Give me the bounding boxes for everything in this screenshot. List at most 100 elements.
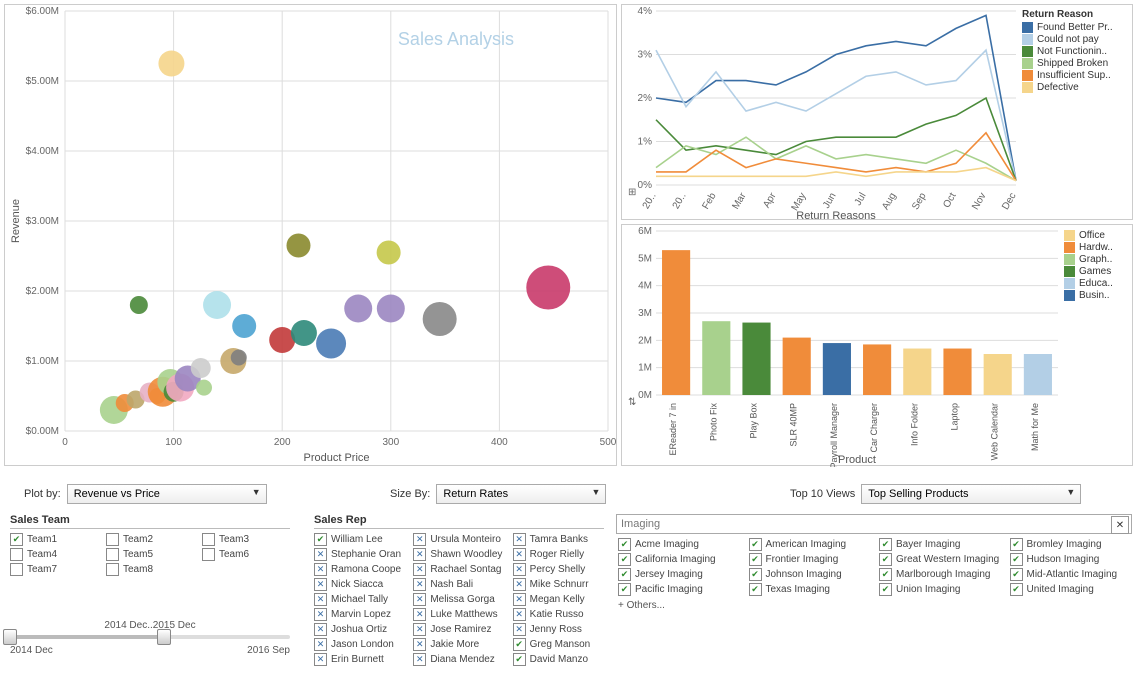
- rep-checkbox[interactable]: ✕Rachael Sontag: [413, 563, 504, 576]
- svg-text:0M: 0M: [638, 390, 652, 401]
- rep-checkbox[interactable]: ✕Stephanie Oran: [314, 548, 405, 561]
- svg-text:Car Charger: Car Charger: [869, 403, 879, 453]
- svg-text:⊞: ⊞: [628, 187, 636, 198]
- svg-text:EReader 7 in: EReader 7 in: [668, 403, 678, 456]
- legend-item[interactable]: Hardw..: [1064, 242, 1128, 253]
- top10-select[interactable]: Top Selling Products: [861, 484, 1081, 504]
- imaging-checkbox[interactable]: ✔United Imaging: [1010, 583, 1133, 596]
- size-by-select[interactable]: Return Rates: [436, 484, 606, 504]
- imaging-checkbox[interactable]: ✔Bayer Imaging: [879, 538, 1002, 551]
- svg-text:Play Box: Play Box: [749, 403, 759, 439]
- imaging-checkbox[interactable]: ✔Marlborough Imaging: [879, 568, 1002, 581]
- rep-checkbox[interactable]: ✕Tamra Banks: [513, 533, 604, 546]
- svg-text:Product Price: Product Price: [303, 452, 369, 464]
- legend-item[interactable]: Found Better Pr..: [1022, 22, 1128, 33]
- team-checkbox[interactable]: Team3: [202, 533, 290, 546]
- legend-item[interactable]: Games: [1064, 266, 1128, 277]
- plot-by-select[interactable]: Revenue vs Price: [67, 484, 267, 504]
- returns-line-chart: 0%1%2%3%4%20..20..FebMarAprMayJunJulAugS…: [622, 5, 1020, 221]
- svg-text:400: 400: [491, 437, 508, 448]
- legend-item[interactable]: Not Functionin..: [1022, 46, 1128, 57]
- imaging-checkbox[interactable]: ✔American Imaging: [749, 538, 872, 551]
- svg-text:Sep: Sep: [910, 191, 929, 212]
- rep-checkbox[interactable]: ✕Luke Matthews: [413, 608, 504, 621]
- rep-checkbox[interactable]: ✔David Manzo: [513, 653, 604, 666]
- legend-item[interactable]: Office: [1064, 230, 1128, 241]
- rep-checkbox[interactable]: ✕Michael Tally: [314, 593, 405, 606]
- imaging-checkbox[interactable]: ✔Frontier Imaging: [749, 553, 872, 566]
- svg-text:Apr: Apr: [761, 190, 779, 210]
- team-checkbox[interactable]: Team6: [202, 548, 290, 561]
- rep-checkbox[interactable]: ✕Percy Shelly: [513, 563, 604, 576]
- rep-checkbox[interactable]: ✕Diana Mendez: [413, 653, 504, 666]
- rep-checkbox[interactable]: ✕Jason London: [314, 638, 405, 651]
- imaging-checkbox[interactable]: ✔Mid-Atlantic Imaging: [1010, 568, 1133, 581]
- team-checkbox[interactable]: Team5: [106, 548, 194, 561]
- svg-text:Info Folder: Info Folder: [909, 403, 919, 446]
- legend-item[interactable]: Shipped Broken: [1022, 58, 1128, 69]
- imaging-checkbox[interactable]: ✔Bromley Imaging: [1010, 538, 1133, 551]
- rep-checkbox[interactable]: ✕Ursula Monteiro: [413, 533, 504, 546]
- rep-checkbox[interactable]: ✕Jenny Ross: [513, 623, 604, 636]
- rep-checkbox[interactable]: ✕Mike Schnurr: [513, 578, 604, 591]
- date-range-slider[interactable]: 2014 Dec..2015 Dec 2014 Dec 2016 Sep: [10, 620, 290, 656]
- svg-text:SLR 40MP: SLR 40MP: [789, 403, 799, 447]
- rep-checkbox[interactable]: ✕Megan Kelly: [513, 593, 604, 606]
- sales-team-title: Sales Team: [10, 514, 290, 529]
- rep-checkbox[interactable]: ✕Nick Siacca: [314, 578, 405, 591]
- legend-item[interactable]: Insufficient Sup..: [1022, 70, 1128, 81]
- imaging-checkbox[interactable]: ✔Great Western Imaging: [879, 553, 1002, 566]
- legend-item[interactable]: Educa..: [1064, 278, 1128, 289]
- svg-text:Mar: Mar: [730, 190, 748, 211]
- rep-checkbox[interactable]: ✕Nash Bali: [413, 578, 504, 591]
- team-checkbox[interactable]: Team4: [10, 548, 98, 561]
- svg-text:Laptop: Laptop: [950, 403, 960, 431]
- team-checkbox[interactable]: Team8: [106, 563, 194, 576]
- rep-checkbox[interactable]: ✕Jakie More: [413, 638, 504, 651]
- rep-checkbox[interactable]: ✕Ramona Coope: [314, 563, 405, 576]
- imaging-checkbox[interactable]: ✔Acme Imaging: [618, 538, 741, 551]
- top10-label: Top 10 Views: [790, 488, 855, 500]
- imaging-checkbox[interactable]: ✔Johnson Imaging: [749, 568, 872, 581]
- svg-text:300: 300: [382, 437, 399, 448]
- rep-checkbox[interactable]: ✔William Lee: [314, 533, 405, 546]
- svg-text:Return Reasons: Return Reasons: [796, 210, 876, 221]
- svg-text:0: 0: [62, 437, 68, 448]
- imaging-checkbox[interactable]: ✔Jersey Imaging: [618, 568, 741, 581]
- rep-checkbox[interactable]: ✕Katie Russo: [513, 608, 604, 621]
- svg-text:Math for Me: Math for Me: [1030, 403, 1040, 451]
- svg-text:Revenue: Revenue: [10, 199, 22, 243]
- sales-rep-title: Sales Rep: [314, 514, 604, 529]
- imaging-checkbox[interactable]: ✔Hudson Imaging: [1010, 553, 1133, 566]
- rep-checkbox[interactable]: ✕Joshua Ortiz: [314, 623, 405, 636]
- rep-checkbox[interactable]: ✕Shawn Woodley: [413, 548, 504, 561]
- imaging-checkbox[interactable]: ✔Union Imaging: [879, 583, 1002, 596]
- legend-item[interactable]: Could not pay: [1022, 34, 1128, 45]
- team-checkbox[interactable]: Team2: [106, 533, 194, 546]
- bars-legend: OfficeHardw..Graph..GamesEduca..Busin..: [1064, 229, 1128, 302]
- svg-text:$4.00M: $4.00M: [26, 146, 59, 157]
- imaging-checkbox[interactable]: ✔California Imaging: [618, 553, 741, 566]
- svg-text:0%: 0%: [638, 180, 653, 191]
- team-checkbox[interactable]: ✔Team1: [10, 533, 98, 546]
- rep-checkbox[interactable]: ✕Melissa Gorga: [413, 593, 504, 606]
- rep-checkbox[interactable]: ✕Erin Burnett: [314, 653, 405, 666]
- legend-item[interactable]: Graph..: [1064, 254, 1128, 265]
- search-clear-button[interactable]: ✕: [1111, 516, 1129, 534]
- imaging-checkbox[interactable]: ✔Texas Imaging: [749, 583, 872, 596]
- slider-thumb-max[interactable]: [157, 629, 171, 645]
- rep-checkbox[interactable]: ✕Roger Rielly: [513, 548, 604, 561]
- imaging-checkbox[interactable]: ✔Pacific Imaging: [618, 583, 741, 596]
- svg-text:20..: 20..: [641, 191, 659, 211]
- legend-item[interactable]: Defective: [1022, 82, 1128, 93]
- rep-checkbox[interactable]: ✕Jose Ramirez: [413, 623, 504, 636]
- svg-text:5M: 5M: [638, 253, 652, 264]
- search-input[interactable]: [617, 515, 1117, 533]
- slider-thumb-min[interactable]: [3, 629, 17, 645]
- rep-checkbox[interactable]: ✕Marvin Lopez: [314, 608, 405, 621]
- team-checkbox[interactable]: Team7: [10, 563, 98, 576]
- search-box[interactable]: ✕: [616, 514, 1132, 534]
- others-link[interactable]: + Others...: [618, 600, 1132, 611]
- rep-checkbox[interactable]: ✔Greg Manson: [513, 638, 604, 651]
- legend-item[interactable]: Busin..: [1064, 290, 1128, 301]
